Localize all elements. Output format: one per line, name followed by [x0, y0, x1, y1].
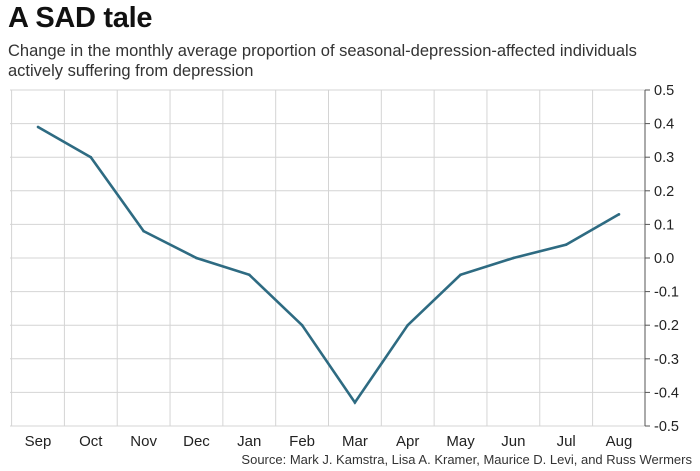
- data-point-mar: [353, 401, 357, 404]
- data-point-jun: [512, 256, 515, 260]
- data-point-dec: [195, 256, 198, 260]
- x-tick-label: Oct: [79, 433, 103, 450]
- data-point-apr: [406, 323, 410, 327]
- x-axis-ticks: Sep Oct Nov Dec Jan Feb Mar Apr May Jun Jul Aug: [25, 433, 633, 450]
- y-tick-label: 0.2: [654, 184, 674, 200]
- x-tick-label: Jun: [501, 433, 525, 450]
- x-tick-label: Nov: [130, 433, 157, 450]
- y-tick-label: 0.5: [654, 83, 674, 99]
- y-tick-label: -0.1: [654, 285, 679, 301]
- chart-title: A SAD tale: [8, 2, 153, 34]
- series-line: [37, 125, 620, 405]
- series-layer: [36, 125, 621, 405]
- x-tick-label: May: [446, 433, 475, 450]
- data-point-sep: [36, 125, 40, 129]
- y-tick-label: 0.3: [654, 150, 674, 166]
- x-tick-label: Aug: [606, 433, 633, 450]
- y-tick-label: -0.5: [654, 419, 679, 435]
- data-point-feb: [300, 323, 304, 327]
- data-point-nov: [142, 229, 145, 233]
- data-point-oct: [89, 155, 93, 159]
- x-tick-label: Mar: [342, 433, 368, 450]
- y-tick-label: -0.4: [654, 385, 679, 401]
- data-point-aug: [617, 213, 621, 216]
- x-tick-label: Feb: [289, 433, 315, 450]
- data-point-may: [459, 273, 462, 277]
- data-point-jul: [564, 243, 568, 246]
- y-tick-label: 0.1: [654, 217, 674, 233]
- x-tick-label: Apr: [396, 433, 419, 450]
- x-tick-label: Sep: [25, 433, 52, 450]
- y-tick-label: 0.4: [654, 117, 674, 133]
- data-point-jan: [247, 273, 251, 277]
- chart-subtitle: Change in the monthly average proportion…: [8, 42, 637, 80]
- x-tick-label: Dec: [183, 433, 210, 450]
- x-tick-label: Jan: [237, 433, 261, 450]
- source-note: Source: Mark J. Kamstra, Lisa A. Kramer,…: [241, 452, 692, 467]
- x-tick-label: Jul: [557, 433, 576, 450]
- y-tick-label: 0.0: [654, 251, 674, 267]
- grid-layer: [10, 89, 646, 427]
- y-axis-ticks: 0.5 0.4 0.3 0.2 0.1 0.0 -0.1 -0.2 -0.3 -0.4 -0.5: [644, 83, 679, 435]
- y-tick-label: -0.3: [654, 352, 679, 368]
- y-tick-label: -0.2: [654, 318, 679, 334]
